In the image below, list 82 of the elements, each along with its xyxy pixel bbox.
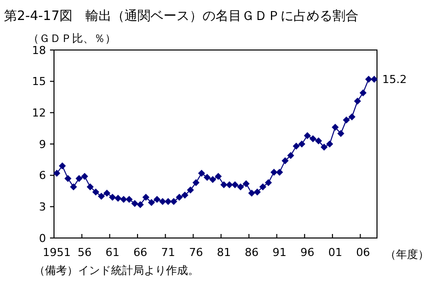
point xyxy=(282,157,289,164)
point xyxy=(131,200,138,208)
point xyxy=(204,174,211,181)
point xyxy=(108,194,116,201)
point xyxy=(360,89,367,96)
point xyxy=(326,140,334,148)
point xyxy=(292,142,300,150)
x-tick-label: 01 xyxy=(328,246,342,259)
point xyxy=(287,152,294,159)
point xyxy=(154,196,161,203)
point xyxy=(337,130,344,138)
x-tick-label: 96 xyxy=(300,246,314,259)
point xyxy=(348,113,356,120)
point xyxy=(259,183,266,190)
point xyxy=(103,190,110,197)
point xyxy=(186,186,194,194)
point xyxy=(365,76,372,83)
point xyxy=(70,183,77,190)
y-tick-label: 12 xyxy=(32,106,46,120)
x-tick-label: 56 xyxy=(78,246,92,259)
y-tick-label: 15 xyxy=(32,75,46,88)
point xyxy=(304,132,311,140)
point xyxy=(264,179,272,186)
x-tick-label: 91 xyxy=(272,246,287,259)
point xyxy=(64,174,72,182)
point xyxy=(142,194,150,201)
point xyxy=(242,180,250,188)
point xyxy=(276,168,284,176)
point xyxy=(86,183,94,190)
point xyxy=(332,124,339,131)
point xyxy=(370,76,378,83)
y-tick-label: 18 xyxy=(32,44,46,57)
point xyxy=(226,181,233,188)
point xyxy=(181,192,188,199)
point xyxy=(198,170,206,177)
point xyxy=(354,98,362,105)
x-tick-label: 81 xyxy=(216,246,231,259)
x-tick-label: 71 xyxy=(161,246,176,259)
point xyxy=(136,201,144,208)
point xyxy=(320,144,328,151)
point xyxy=(298,140,306,148)
data-label: 15.2 xyxy=(382,73,407,86)
point xyxy=(53,170,60,177)
point xyxy=(120,196,128,203)
point xyxy=(342,116,350,124)
point xyxy=(231,181,238,188)
point xyxy=(237,183,244,190)
y-tick-label: 6 xyxy=(39,169,46,182)
point xyxy=(192,179,200,186)
x-tick-label: 61 xyxy=(105,246,120,259)
point xyxy=(248,190,256,197)
x-tick-label: 06 xyxy=(356,246,370,259)
point xyxy=(126,196,133,203)
x-tick-label: 86 xyxy=(244,246,259,259)
point xyxy=(92,188,100,196)
x-axis-title: （年度） xyxy=(385,248,429,261)
point xyxy=(148,198,155,206)
y-tick-label: 0 xyxy=(39,232,46,245)
point xyxy=(58,162,66,170)
x-tick-label: 76 xyxy=(189,246,204,259)
point xyxy=(254,188,261,196)
point xyxy=(114,194,122,202)
point xyxy=(98,192,105,200)
text: （備考）インド統計局より作成。 xyxy=(34,264,199,277)
y-tick-label: 3 xyxy=(39,200,46,214)
point xyxy=(270,168,278,176)
point xyxy=(214,172,222,180)
point xyxy=(309,135,316,142)
point xyxy=(170,198,178,205)
point xyxy=(76,174,83,182)
point xyxy=(81,172,88,180)
point xyxy=(159,198,166,205)
chart-title: 第2-4-17図 輸出（通関ベース）の名目ＧＤＰに占める割合 xyxy=(4,9,358,24)
point xyxy=(220,181,228,188)
x-tick-label: 66 xyxy=(133,246,148,259)
x-tick-label: 1951 xyxy=(42,246,71,259)
y-tick-label: 9 xyxy=(39,138,46,151)
point xyxy=(176,194,183,201)
point xyxy=(164,198,172,205)
point xyxy=(315,137,322,144)
point xyxy=(209,176,216,184)
y-axis-title: （ＧＤＰ比、％） xyxy=(28,32,116,45)
